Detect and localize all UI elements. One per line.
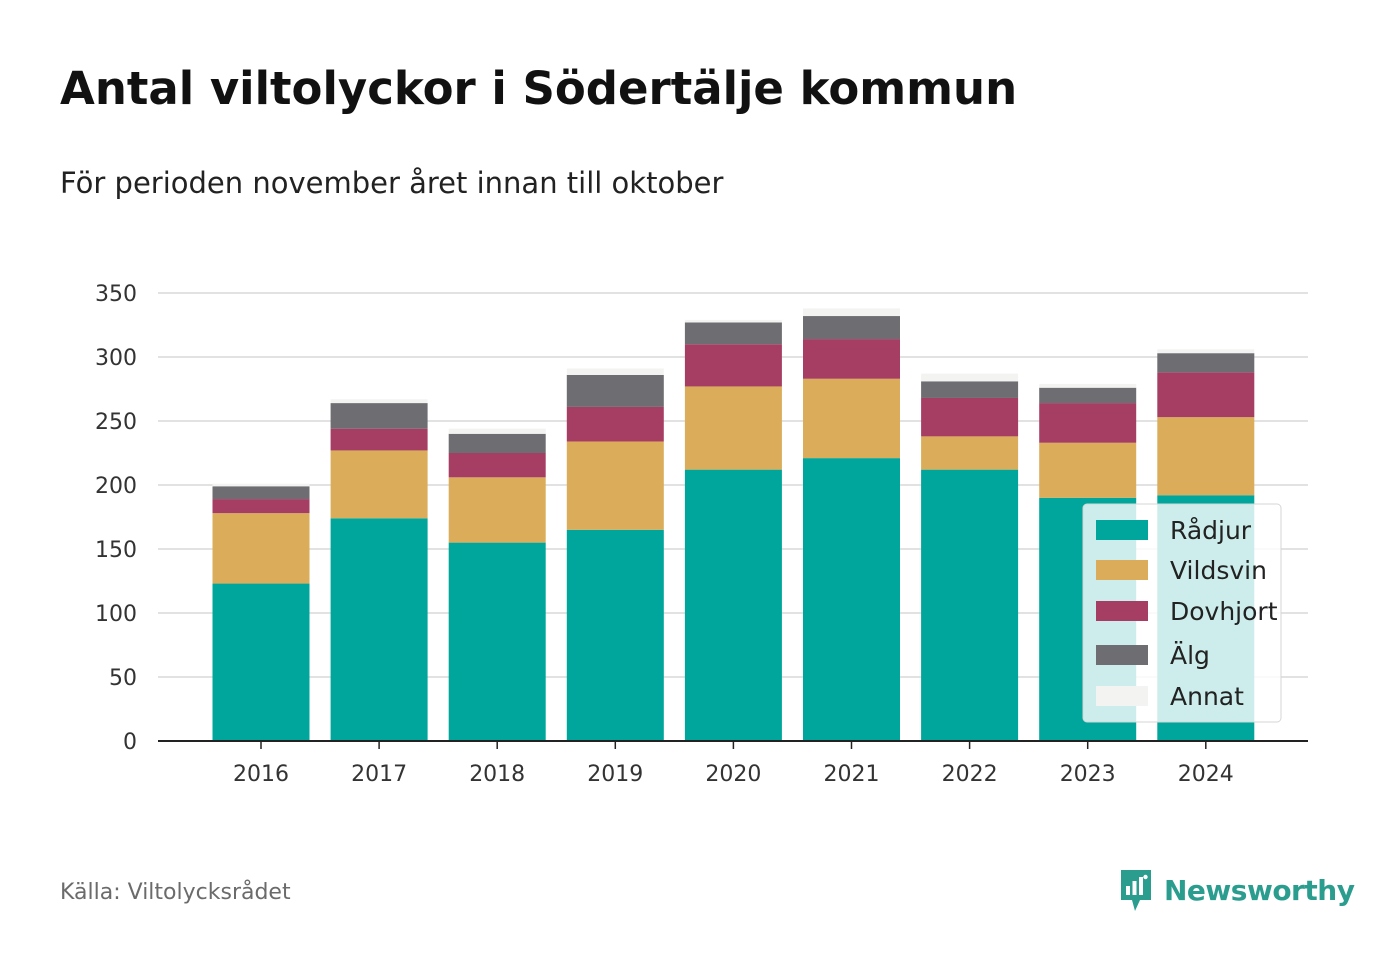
brand-logo: Newsworthy	[1118, 866, 1355, 914]
bar-rådjur-2022	[921, 469, 1019, 741]
bar-älg-2022	[921, 381, 1019, 398]
bar-dovhjort-2021	[803, 339, 900, 379]
x-tick-label: 2020	[705, 762, 761, 787]
bar-älg-2018	[448, 433, 546, 453]
bar-dovhjort-2024	[1157, 372, 1255, 418]
y-tick-label: 100	[95, 602, 137, 627]
x-tick-label: 2018	[469, 762, 525, 787]
bar-älg-2017	[330, 403, 428, 429]
legend: Rådjur Vildsvin Dovhjort Älg Annat	[1082, 503, 1282, 723]
bar-vildsvin-2021	[803, 378, 900, 459]
legend-swatch-rådjur	[1096, 520, 1148, 540]
bar-dovhjort-2020	[684, 344, 782, 387]
bar-annat-2020	[684, 319, 782, 323]
bar-annat-2016	[212, 483, 310, 487]
bar-vildsvin-2016	[212, 513, 310, 584]
chart-title: Antal viltolyckor i Södertälje kommun	[60, 62, 1018, 115]
legend-label: Vildsvin	[1170, 556, 1267, 585]
bar-dovhjort-2018	[448, 453, 546, 478]
bar-dovhjort-2016	[212, 499, 310, 514]
bar-dovhjort-2019	[566, 406, 664, 442]
bar-annat-2021	[803, 308, 900, 317]
legend-box	[1082, 503, 1282, 723]
bar-älg-2016	[212, 486, 310, 500]
legend-label: Dovhjort	[1170, 597, 1278, 626]
bar-annat-2023	[1039, 383, 1137, 388]
legend-label: Annat	[1170, 682, 1244, 711]
x-tick-label: 2022	[942, 762, 998, 787]
bar-rådjur-2019	[566, 529, 664, 741]
legend-swatch-annat	[1096, 686, 1148, 706]
bar-älg-2021	[803, 316, 900, 340]
x-tick-label: 2016	[233, 762, 289, 787]
y-tick-label: 300	[95, 346, 137, 371]
y-tick-label: 200	[95, 474, 137, 499]
brand-name: Newsworthy	[1164, 873, 1355, 907]
bar-vildsvin-2024	[1157, 417, 1255, 496]
bar-rådjur-2017	[330, 518, 428, 741]
x-tick-label: 2021	[824, 762, 880, 787]
bar-älg-2024	[1157, 353, 1255, 373]
chart-subtitle: För perioden november året innan till ok…	[60, 166, 724, 200]
y-tick-label: 0	[123, 730, 137, 755]
bar-dovhjort-2017	[330, 428, 428, 451]
bar-annat-2017	[330, 399, 428, 404]
bar-vildsvin-2023	[1039, 442, 1137, 498]
bar-vildsvin-2020	[684, 386, 782, 470]
y-tick-label: 50	[109, 666, 137, 691]
y-tick-label: 350	[95, 282, 137, 307]
legend-label: Älg	[1170, 641, 1210, 670]
legend-swatch-älg	[1096, 645, 1148, 665]
bar-vildsvin-2019	[566, 441, 664, 530]
bar-dovhjort-2022	[921, 397, 1019, 437]
newsworthy-logo-icon	[1121, 870, 1151, 911]
bar-älg-2019	[566, 374, 664, 407]
bar-rådjur-2018	[448, 542, 546, 741]
legend-swatch-vildsvin	[1096, 560, 1148, 580]
bar-vildsvin-2018	[448, 477, 546, 543]
y-tick-label: 250	[95, 410, 137, 435]
bar-vildsvin-2017	[330, 450, 428, 519]
legend-label: Rådjur	[1170, 516, 1252, 545]
legend-swatch-dovhjort	[1096, 601, 1148, 621]
bar-älg-2020	[684, 322, 782, 345]
bar-annat-2019	[566, 368, 664, 375]
bar-rådjur-2021	[803, 458, 900, 741]
bar-annat-2018	[448, 428, 546, 434]
x-tick-label: 2017	[351, 762, 407, 787]
x-tick-label: 2023	[1060, 762, 1116, 787]
y-tick-label: 150	[95, 538, 137, 563]
axes: 0 50 100 150 200 250 300 350 2016 2017 2018 2019 202…	[95, 282, 1308, 787]
bar-dovhjort-2023	[1039, 403, 1137, 443]
x-tick-label: 2024	[1178, 762, 1234, 787]
bar-rådjur-2016	[212, 583, 310, 741]
x-tick-label: 2019	[587, 762, 643, 787]
source-note: Källa: Viltolycksrådet	[60, 880, 291, 905]
bar-annat-2024	[1157, 349, 1255, 354]
bar-vildsvin-2022	[921, 436, 1019, 470]
bar-rådjur-2020	[684, 469, 782, 741]
bar-älg-2023	[1039, 387, 1137, 404]
bar-annat-2022	[921, 373, 1019, 382]
